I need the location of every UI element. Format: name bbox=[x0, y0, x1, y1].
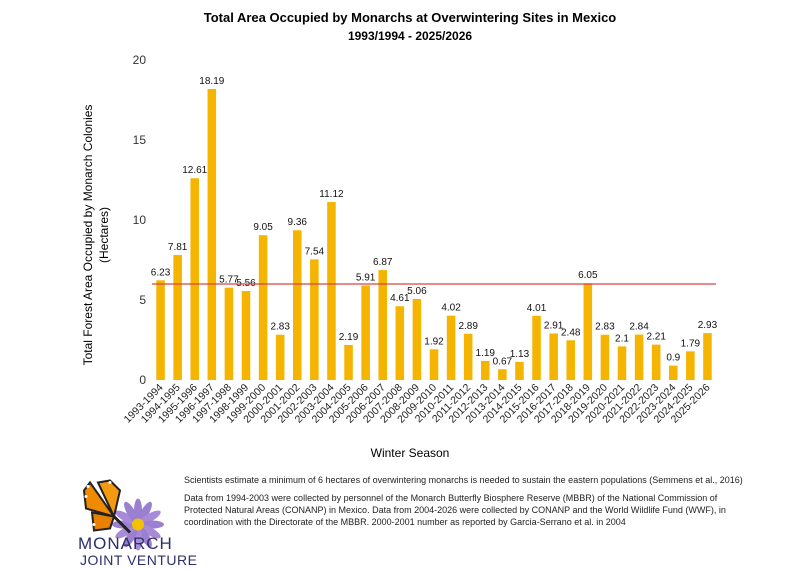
bar bbox=[515, 361, 524, 380]
bar bbox=[378, 270, 387, 380]
bar-value-label: 2.19 bbox=[339, 332, 359, 343]
bar-value-label: 2.83 bbox=[595, 322, 615, 333]
bar-value-label: 5.77 bbox=[219, 275, 239, 286]
bar bbox=[446, 315, 456, 380]
bar bbox=[617, 346, 627, 380]
bar-chart: Total Area Occupied by Monarchs at Overw… bbox=[81, 10, 718, 460]
bar-value-label: 4.02 bbox=[441, 303, 461, 314]
bar bbox=[310, 259, 319, 380]
bar-value-label: 4.01 bbox=[527, 303, 547, 314]
bar bbox=[395, 306, 405, 380]
y-tick-label: 20 bbox=[133, 53, 147, 67]
bar bbox=[686, 351, 695, 380]
bar bbox=[207, 88, 217, 381]
footer: MONARCH JOINT VENTURE Scientists estimat… bbox=[0, 462, 800, 571]
bar bbox=[549, 333, 558, 380]
bar bbox=[241, 291, 251, 380]
bar-value-label: 9.36 bbox=[288, 217, 308, 228]
bar bbox=[498, 369, 507, 380]
chart-subtitle: 1993/1994 - 2025/2026 bbox=[348, 29, 472, 43]
bar-value-label: 5.06 bbox=[407, 286, 427, 297]
bar bbox=[361, 285, 370, 380]
bar-value-label: 2.21 bbox=[646, 332, 666, 343]
bar-value-label: 2.84 bbox=[629, 322, 649, 333]
y-axis-label: Total Forest Area Occupied by Monarch Co… bbox=[81, 105, 95, 366]
bar bbox=[156, 280, 165, 380]
bar-value-label: 2.93 bbox=[698, 320, 718, 331]
bar bbox=[566, 340, 575, 380]
bar bbox=[481, 360, 490, 380]
y-tick-label: 5 bbox=[139, 293, 146, 307]
bar bbox=[429, 349, 439, 380]
bar bbox=[190, 178, 199, 380]
bar bbox=[463, 333, 473, 380]
bar bbox=[583, 283, 593, 380]
bar bbox=[651, 344, 661, 380]
bar bbox=[703, 333, 712, 380]
bar-value-label: 4.61 bbox=[390, 293, 410, 304]
x-axis-label: Winter Season bbox=[371, 446, 450, 460]
bar bbox=[669, 365, 678, 380]
monarch-butterfly-logo-icon bbox=[82, 479, 164, 551]
bar-value-label: 0.9 bbox=[666, 353, 680, 364]
bar-value-label: 2.83 bbox=[270, 322, 290, 333]
y-tick-label: 10 bbox=[133, 213, 147, 227]
bar-value-label: 1.92 bbox=[424, 336, 444, 347]
bar bbox=[258, 235, 268, 380]
bar-value-label: 2.1 bbox=[615, 333, 629, 344]
logo-subtitle: JOINT VENTURE bbox=[80, 552, 198, 568]
bar-value-label: 9.05 bbox=[253, 222, 273, 233]
bar-value-label: 5.91 bbox=[356, 272, 376, 283]
bar bbox=[224, 287, 234, 380]
bar bbox=[412, 299, 422, 380]
bar-value-label: 1.79 bbox=[681, 338, 701, 349]
bar-value-label: 7.54 bbox=[305, 246, 325, 257]
bar-value-label: 2.91 bbox=[544, 320, 564, 331]
note-data-source: Data from 1994-2003 were collected by pe… bbox=[184, 493, 726, 527]
bar-value-label: 2.48 bbox=[561, 327, 581, 338]
bar bbox=[600, 334, 610, 380]
bar bbox=[293, 230, 302, 380]
bar-value-label: 6.23 bbox=[151, 267, 171, 278]
bar bbox=[634, 334, 644, 380]
bar bbox=[327, 202, 336, 380]
y-axis-label-units: (Hectares) bbox=[97, 207, 111, 263]
logo-title: MONARCH bbox=[78, 534, 173, 553]
bar-value-label: 18.19 bbox=[199, 76, 224, 87]
bar-value-label: 7.81 bbox=[168, 242, 188, 253]
bar-value-label: 1.13 bbox=[510, 349, 530, 360]
bar bbox=[275, 334, 285, 380]
y-tick-label: 15 bbox=[133, 133, 147, 147]
bar-value-label: 6.87 bbox=[373, 257, 393, 268]
bar-value-label: 6.05 bbox=[578, 270, 598, 281]
y-tick-label: 0 bbox=[139, 373, 146, 387]
notes: Scientists estimate a minimum of 6 hecta… bbox=[184, 474, 744, 534]
bar-value-label: 11.12 bbox=[319, 189, 344, 200]
bar bbox=[532, 315, 541, 380]
bar-value-label: 2.89 bbox=[458, 321, 478, 332]
bar-value-label: 0.67 bbox=[493, 356, 513, 367]
note-threshold: Scientists estimate a minimum of 6 hecta… bbox=[184, 475, 743, 485]
bar bbox=[344, 344, 353, 380]
chart-title: Total Area Occupied by Monarchs at Overw… bbox=[204, 10, 617, 25]
bar bbox=[173, 255, 182, 380]
bar-value-label: 1.19 bbox=[476, 348, 496, 359]
bar-value-label: 12.61 bbox=[182, 165, 207, 176]
